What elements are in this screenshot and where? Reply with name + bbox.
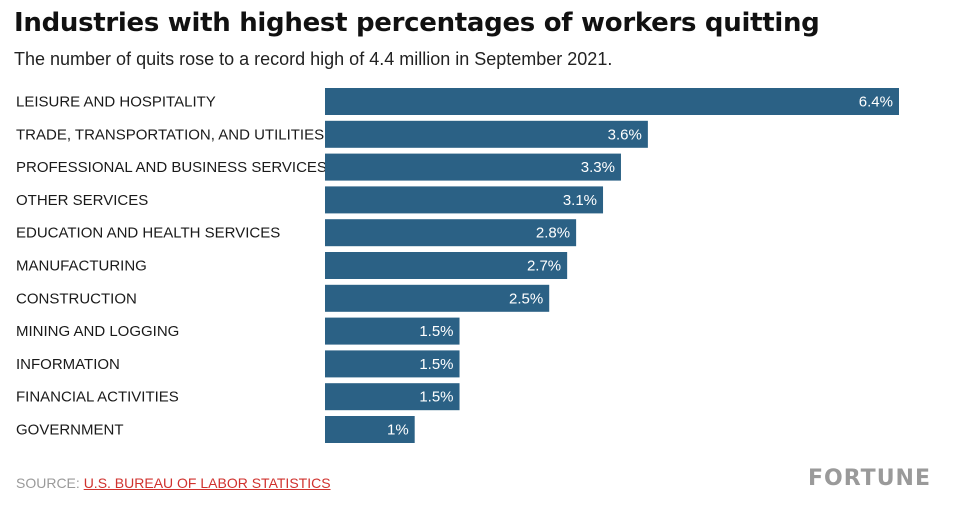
- category-label: MANUFACTURING: [16, 258, 147, 275]
- category-label: GOVERNMENT: [16, 422, 124, 439]
- category-label: OTHER SERVICES: [16, 192, 148, 209]
- category-label: INFORMATION: [16, 356, 120, 373]
- bar-value-label: 1.5%: [419, 323, 453, 340]
- bar-value-label: 3.1%: [563, 192, 597, 209]
- bar-value-label: 3.6%: [608, 126, 642, 143]
- fortune-logo: FORTUNE: [808, 466, 931, 491]
- bar: [325, 416, 415, 443]
- bar: [325, 88, 899, 115]
- source-link[interactable]: U.S. BUREAU OF LABOR STATISTICS: [83, 475, 331, 491]
- source-note: SOURCE: U.S. BUREAU OF LABOR STATISTICS: [16, 475, 331, 491]
- bar: [325, 252, 568, 279]
- bar-value-label: 1%: [387, 422, 409, 439]
- bar: [325, 219, 577, 247]
- bar: [325, 383, 460, 411]
- category-label: EDUCATION AND HEALTH SERVICES: [16, 225, 280, 242]
- category-label: MINING AND LOGGING: [16, 323, 179, 340]
- category-label: FINANCIAL ACTIVITIES: [16, 389, 179, 406]
- bar: [325, 153, 621, 181]
- bar: [325, 350, 460, 378]
- bar-value-label: 1.5%: [419, 356, 453, 373]
- bar: [325, 120, 648, 148]
- bar-chart: LEISURE AND HOSPITALITY 6.4% TRADE, TRANSP…: [16, 88, 899, 443]
- bar: [325, 186, 604, 214]
- chart-subtitle: The number of quits rose to a record hig…: [14, 49, 613, 69]
- bar-value-label: 3.3%: [581, 159, 615, 176]
- bar: [325, 317, 460, 345]
- bar: [325, 284, 550, 312]
- bar-value-label: 6.4%: [859, 94, 893, 111]
- category-label: LEISURE AND HOSPITALITY: [16, 94, 216, 111]
- chart-title: Industries with highest percentages of w…: [14, 8, 820, 38]
- bar-value-label: 2.7%: [527, 258, 561, 275]
- category-label: PROFESSIONAL AND BUSINESS SERVICES: [16, 159, 327, 176]
- bar-value-label: 2.8%: [536, 225, 570, 242]
- bar-value-label: 1.5%: [419, 389, 453, 406]
- source-label: SOURCE:: [16, 475, 84, 491]
- category-label: TRADE, TRANSPORTATION, AND UTILITIES: [16, 126, 324, 143]
- category-label: CONSTRUCTION: [16, 290, 137, 307]
- bar-value-label: 2.5%: [509, 290, 543, 307]
